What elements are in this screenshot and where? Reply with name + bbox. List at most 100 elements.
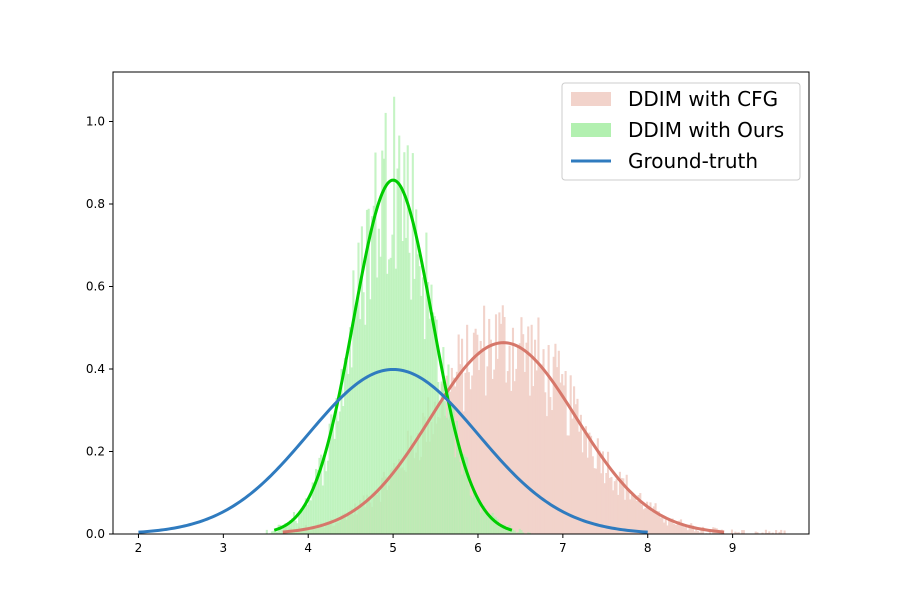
hist-bar bbox=[571, 418, 574, 534]
legend: DDIM with CFG DDIM with Ours Ground-truth bbox=[561, 82, 801, 181]
hist-bar bbox=[362, 292, 365, 534]
hist-bar bbox=[316, 469, 319, 534]
hist-bar bbox=[534, 339, 537, 534]
hist-bar bbox=[386, 273, 389, 534]
hist-bar bbox=[299, 512, 302, 534]
hist-bar bbox=[491, 512, 494, 534]
hist-bar bbox=[494, 314, 498, 534]
hist-bar bbox=[503, 317, 506, 534]
hist-bar bbox=[630, 495, 633, 534]
hist-bar bbox=[510, 530, 513, 534]
hist-bar bbox=[525, 342, 528, 534]
hist-bar bbox=[483, 505, 486, 534]
hist-bar bbox=[493, 516, 496, 534]
hist-bar bbox=[294, 520, 297, 534]
hist-bar bbox=[610, 476, 613, 534]
hist-bar bbox=[573, 386, 576, 534]
hist-bar bbox=[461, 474, 464, 534]
hist-bar bbox=[364, 324, 367, 534]
hist-bar bbox=[326, 460, 329, 534]
hist-bar bbox=[634, 495, 637, 534]
hist-bar bbox=[491, 378, 494, 534]
hist-bar bbox=[413, 278, 416, 534]
curve-ddim-with-ours bbox=[273, 178, 513, 532]
hist-bar bbox=[632, 495, 635, 534]
hist-bar bbox=[698, 532, 701, 534]
hist-bar bbox=[564, 371, 567, 534]
hist-bar bbox=[308, 499, 311, 534]
hist-bar bbox=[741, 530, 744, 534]
hist-bar bbox=[464, 456, 467, 534]
hist-bar bbox=[588, 432, 591, 534]
hist-bar bbox=[666, 525, 669, 534]
hist-bar bbox=[669, 519, 672, 534]
hist-bar bbox=[532, 386, 535, 534]
hist-bar bbox=[561, 374, 564, 534]
hist-bar bbox=[345, 361, 348, 534]
hist-bar bbox=[690, 523, 693, 534]
hist-bar bbox=[306, 504, 309, 534]
hist-bar bbox=[681, 524, 684, 534]
hist-bar bbox=[355, 304, 358, 534]
hist-bar bbox=[627, 489, 630, 534]
hist-bar bbox=[583, 431, 586, 534]
hist-bar bbox=[354, 307, 357, 534]
hist-bar bbox=[450, 406, 453, 534]
hist-bar bbox=[569, 375, 572, 534]
x-tick-label: 6 bbox=[474, 541, 482, 555]
hist-bar bbox=[445, 417, 448, 534]
hist-bar bbox=[517, 532, 520, 534]
hist-bar bbox=[518, 528, 521, 534]
hist-bar bbox=[693, 531, 696, 534]
hist-bar bbox=[347, 373, 350, 534]
hist-bar bbox=[438, 402, 442, 534]
hist-bar bbox=[321, 485, 324, 534]
hist-bar bbox=[696, 531, 700, 534]
hist-bar bbox=[449, 400, 452, 534]
hist-bar bbox=[605, 473, 608, 534]
hist-bar bbox=[629, 499, 632, 534]
hist-bar bbox=[761, 532, 764, 534]
hist-bar bbox=[586, 457, 589, 534]
hist-bar bbox=[647, 506, 650, 534]
hist-bar bbox=[540, 364, 543, 534]
x-tick-label: 4 bbox=[304, 541, 312, 555]
hist-bar bbox=[411, 153, 414, 534]
hist-bar bbox=[430, 284, 433, 534]
hist-bar bbox=[661, 516, 664, 534]
hist-bar bbox=[342, 406, 345, 534]
hist-bar bbox=[469, 495, 472, 534]
hist-bar bbox=[768, 531, 771, 534]
hist-bar bbox=[511, 529, 515, 534]
hist-bar bbox=[510, 390, 513, 534]
hist-bar bbox=[523, 371, 526, 534]
hist-bar bbox=[382, 158, 386, 534]
y-tick-label: 1.0 bbox=[86, 115, 105, 129]
hist-bar bbox=[440, 381, 443, 534]
hist-bar bbox=[330, 414, 333, 534]
hist-bar bbox=[433, 316, 436, 534]
hist-bar bbox=[601, 451, 604, 534]
hist-bar bbox=[483, 305, 486, 534]
hist-bar bbox=[559, 382, 562, 534]
hist-bar bbox=[404, 237, 408, 534]
hist-bar bbox=[663, 522, 666, 534]
hist-bar bbox=[340, 368, 343, 534]
hist-bar bbox=[522, 334, 525, 534]
hist-bar bbox=[486, 366, 489, 534]
hist-bar bbox=[486, 515, 489, 534]
hist-bar bbox=[780, 529, 783, 534]
hist-bar bbox=[301, 509, 304, 534]
hist-bar bbox=[606, 451, 610, 534]
hist-bar bbox=[612, 490, 615, 534]
hist-bar bbox=[471, 497, 474, 534]
axes-frame bbox=[112, 71, 810, 535]
hist-bar bbox=[500, 323, 503, 534]
hist-bar bbox=[581, 452, 584, 534]
x-tick-label: 3 bbox=[220, 541, 228, 555]
legend-swatch bbox=[571, 92, 611, 106]
hist-bar bbox=[384, 112, 387, 535]
hist-bar bbox=[365, 209, 369, 535]
y-tick-label: 0.8 bbox=[86, 197, 105, 211]
hist-bar bbox=[778, 531, 781, 534]
